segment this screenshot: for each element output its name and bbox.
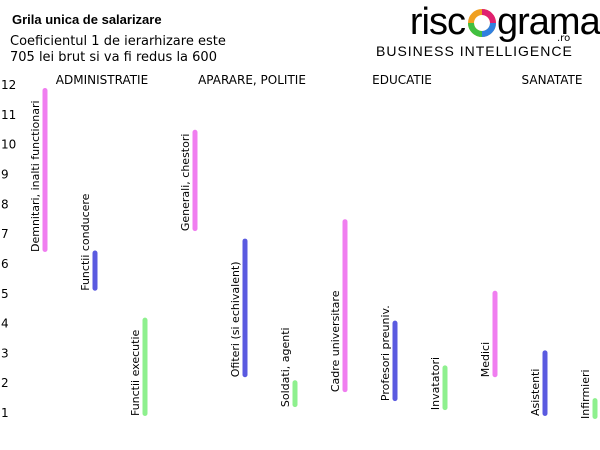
subtitle: 705 lei brut si va fi redus la 600 (10, 50, 217, 65)
y-tick-label: 5 (1, 287, 9, 301)
y-tick-label: 4 (1, 317, 9, 331)
category-label: Asistenti (529, 369, 542, 416)
range-bar (392, 320, 398, 402)
group-label: ADMINISTRATIE (56, 73, 148, 87)
logo-ring (468, 22, 483, 37)
range-bar (442, 365, 448, 411)
category-label: Infirmieri (579, 369, 592, 419)
y-tick-label: 2 (1, 376, 9, 390)
group-label: APARARE, POLITIE (198, 73, 306, 87)
y-tick-label: 1 (1, 406, 9, 420)
logo-ring (481, 22, 496, 37)
range-bar (492, 290, 498, 378)
logo-suffix: .ro (557, 33, 570, 44)
y-tick-label: 6 (1, 257, 9, 271)
logo-text: grama (497, 1, 600, 43)
subtitle: Coeficientul 1 de ierarhizare este (10, 34, 226, 49)
category-label: Soldati, agenti (279, 327, 292, 407)
logo-ring (481, 9, 496, 24)
group-label: SANATATE (522, 73, 583, 87)
range-bar (592, 398, 598, 420)
range-bar (92, 250, 98, 291)
range-bar (142, 317, 148, 417)
category-label: Medici (479, 342, 492, 377)
category-label: Ofiteri (si echivalent) (229, 261, 242, 377)
category-label: Generali, chestori (179, 134, 192, 232)
range-bar (42, 87, 48, 253)
category-label: Functii conducere (79, 193, 92, 290)
y-tick-label: 8 (1, 197, 9, 211)
y-tick-label: 7 (1, 227, 9, 241)
group-label: EDUCATIE (372, 73, 432, 87)
range-bar (242, 238, 248, 378)
category-label: Invatatori (429, 357, 442, 410)
logo-tagline: BUSINESS INTELLIGENCE (376, 43, 573, 59)
category-label: Profesori preuniv. (379, 305, 392, 401)
category-label: Demnitari, inalti functionari (29, 100, 42, 252)
category-label: Functii executie (129, 329, 142, 416)
range-bar (292, 380, 298, 408)
range-bar (192, 129, 198, 232)
category-label: Cadre universitare (329, 290, 342, 392)
range-bar (342, 219, 348, 393)
y-tick-label: 10 (1, 138, 16, 152)
y-tick-label: 3 (1, 346, 9, 360)
y-tick-label: 11 (1, 108, 16, 122)
y-tick-label: 9 (1, 167, 9, 181)
chart-title: Grila unica de salarizare (12, 12, 162, 27)
range-bar (542, 350, 548, 417)
y-tick-label: 12 (1, 78, 16, 92)
logo: risc grama .ro BUSINESS INTELLIGENCE (376, 1, 600, 59)
logo-text: risc (410, 1, 465, 43)
